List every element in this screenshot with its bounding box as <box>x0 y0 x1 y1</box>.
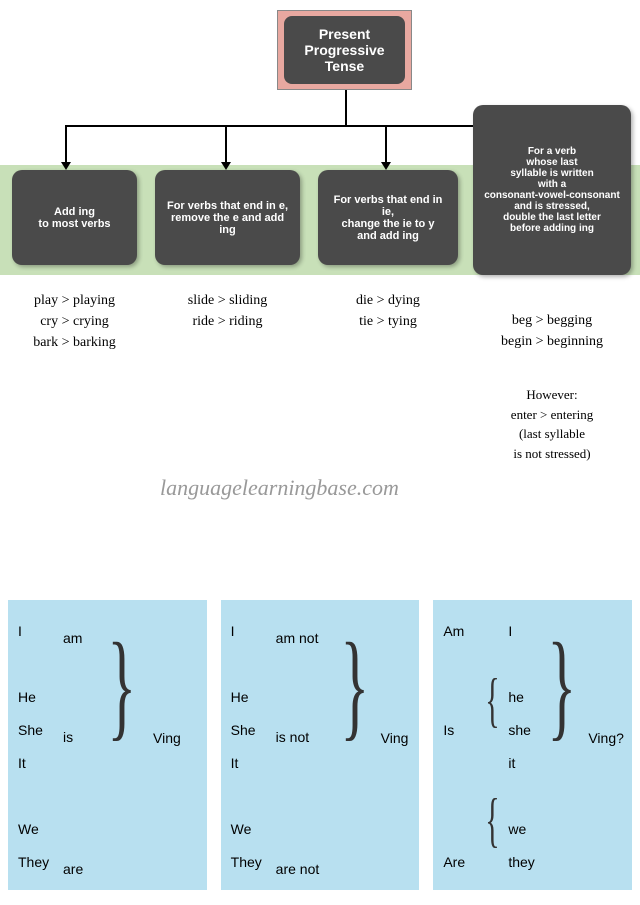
examples-4: beg > begging begin > beginning <box>473 310 631 352</box>
rule-box-1: Add ing to most verbs <box>12 170 137 265</box>
question-panel: Am Is Are { { I hesheit wethey } Ving? <box>433 600 632 890</box>
examples-1: play > playing cry > crying bark > barki… <box>12 290 137 353</box>
p2-subjects: I HeSheIt WeThey <box>231 615 262 879</box>
examples-5: However: enter > entering (last syllable… <box>473 385 631 463</box>
brace-icon: { <box>486 670 500 730</box>
conjugation-panels: I HeSheIt WeThey am is are } Ving I HeSh… <box>0 600 640 905</box>
p3-subjects: I hesheit wethey <box>508 615 534 879</box>
examples-3: die > dying tie > tying <box>318 290 458 332</box>
p1-verbs: am is are <box>63 622 83 886</box>
p1-subjects: I HeSheIt WeThey <box>18 615 49 879</box>
brace-icon: } <box>548 625 577 745</box>
brace-icon: } <box>107 625 136 745</box>
p1-ving: Ving <box>153 730 181 746</box>
p2-ving: Ving <box>381 730 409 746</box>
rule-box-2: For verbs that end in e, remove the e an… <box>155 170 300 265</box>
p2-verbs: am not is not are not <box>276 622 320 886</box>
flowchart-section: Present Progressive Tense Add ing to mos… <box>0 0 640 530</box>
title-container: Present Progressive Tense <box>277 10 412 90</box>
p3-verbs: Am Is Are <box>443 615 465 879</box>
brace-icon: { <box>486 790 500 850</box>
watermark: languagelearningbase.com <box>160 475 399 501</box>
brace-icon: } <box>340 625 369 745</box>
title-box: Present Progressive Tense <box>284 16 405 84</box>
rule-box-4: For a verb whose last syllable is writte… <box>473 105 631 275</box>
affirmative-panel: I HeSheIt WeThey am is are } Ving <box>8 600 207 890</box>
rule-box-3: For verbs that end in ie, change the ie … <box>318 170 458 265</box>
p3-ving: Ving? <box>588 730 624 746</box>
examples-2: slide > sliding ride > riding <box>155 290 300 332</box>
negative-panel: I HeSheIt WeThey am not is not are not }… <box>221 600 420 890</box>
